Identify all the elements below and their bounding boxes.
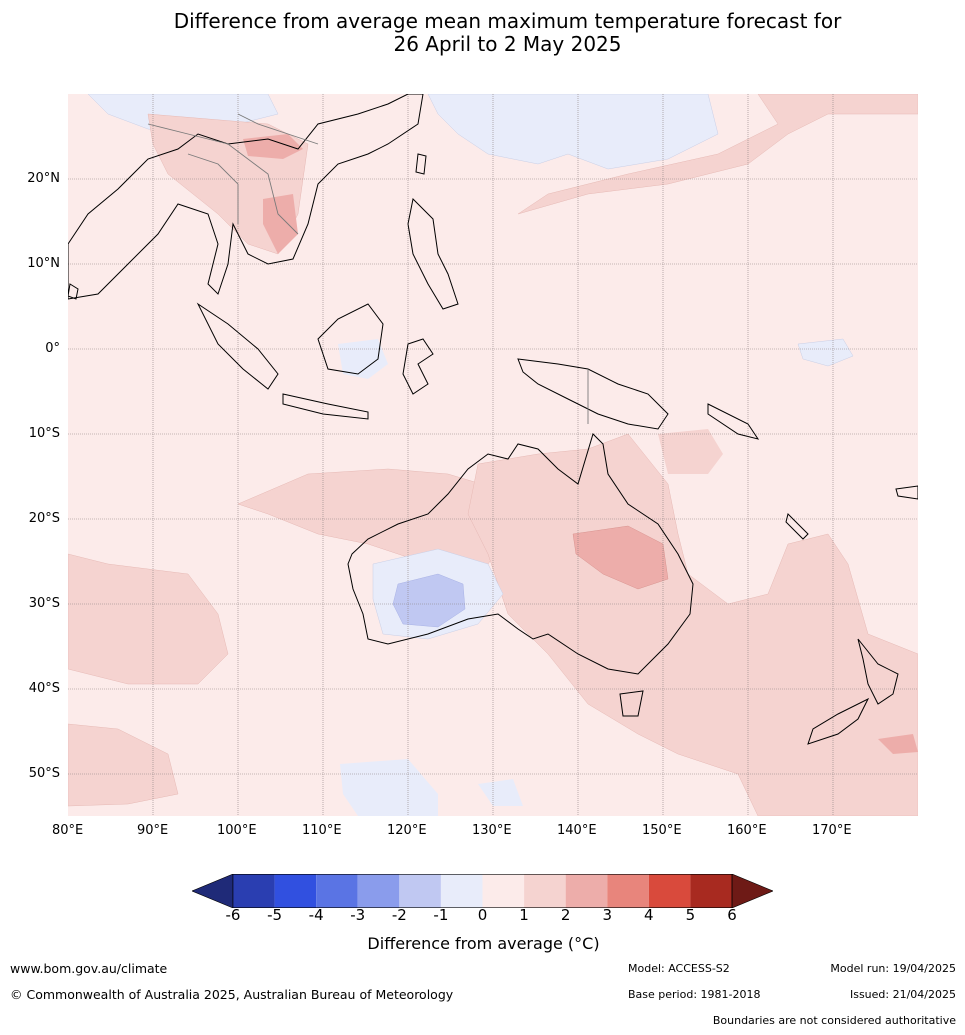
colorbar-bin	[607, 874, 649, 908]
lon-label-110e: 110°E	[302, 823, 342, 838]
lat-label-10n: 10°N	[27, 256, 60, 271]
coastline-fiji	[895, 485, 918, 500]
lat-label-30s: 30°S	[28, 596, 60, 611]
coastline-philippines	[407, 197, 459, 310]
colorbar-bin	[357, 874, 400, 908]
colorbar-bin	[648, 874, 691, 908]
coastline-java	[282, 393, 369, 420]
coastline-sulawesi	[402, 338, 434, 395]
graticule	[68, 94, 918, 816]
coastline-new-zealand-south	[807, 697, 870, 745]
lon-label-150e: 150°E	[642, 823, 682, 838]
coastlines	[68, 94, 918, 745]
map-title: Difference from average mean maximum tem…	[0, 10, 965, 56]
colorbar-tick-label: 3	[602, 906, 613, 924]
colorbar-tick-label: 2	[560, 906, 571, 924]
colorbar-bin	[274, 874, 317, 908]
colorbar-tick-label: -5	[267, 906, 283, 924]
website-link[interactable]: www.bom.gov.au/climate	[10, 961, 168, 976]
lon-label-140e: 140°E	[557, 823, 597, 838]
cool-region-pacific-eq	[797, 338, 854, 367]
coastline-sumatra	[196, 302, 279, 390]
colorbar-tick-label: 1	[519, 906, 529, 924]
colorbar-arrow-high	[731, 874, 773, 908]
lon-label-170e: 170°E	[812, 823, 852, 838]
colorbar-label: Difference from average (°C)	[367, 934, 600, 953]
lon-label-100e: 100°E	[217, 823, 257, 838]
colorbar-border	[232, 874, 733, 908]
colorbar-bin	[440, 874, 483, 908]
cool-region-north-pacific	[427, 94, 719, 170]
colorbar-tick-label: -3	[350, 906, 366, 924]
colorbar-tick-label: 5	[685, 906, 696, 924]
hot-region-thailand	[263, 194, 298, 254]
coastline-borneo	[317, 303, 384, 375]
colorbar-tick-label: -1	[433, 906, 449, 924]
coastline-tasmania	[619, 690, 644, 717]
coastline-australia	[347, 433, 694, 675]
coastline-vanuatu	[785, 513, 809, 540]
coastline-new-zealand-north	[857, 638, 899, 705]
cool-region-southern-ocean	[340, 759, 438, 816]
coastline-mainland-asia	[68, 94, 424, 300]
lat-label-40s: 40°S	[28, 681, 60, 696]
colorbar-bin	[399, 874, 441, 908]
copyright-text: © Commonwealth of Australia 2025, Austra…	[10, 987, 454, 1002]
lon-label-160e: 160°E	[727, 823, 767, 838]
lat-label-10s: 10°S	[28, 426, 60, 441]
lon-label-130e: 130°E	[472, 823, 512, 838]
hot-region-queensland	[572, 525, 669, 590]
issued-text: Issued: 21/04/2025	[849, 988, 956, 1001]
colorbar-bin	[316, 874, 358, 908]
cool-region-wa-core	[392, 573, 466, 628]
lat-label-50s: 50°S	[28, 766, 60, 781]
warm-region-southern	[68, 723, 179, 807]
country-boundaries	[147, 113, 589, 424]
lon-label-80e: 80°E	[52, 823, 84, 838]
warm-region-nw-pacific	[517, 94, 918, 215]
warm-region-australia	[467, 433, 918, 816]
lat-label-0: 0°	[45, 341, 60, 356]
coastline-taiwan	[415, 153, 427, 175]
cool-region-southern-ocean-2	[478, 779, 523, 806]
title-line-1: Difference from average mean maximum tem…	[173, 9, 842, 33]
colorbar-tick-label: 0	[477, 906, 488, 924]
colorbar-tick-label: 4	[644, 906, 654, 924]
colorbar-bin	[524, 874, 566, 908]
warm-region-coral-sea	[658, 429, 723, 474]
warm-region-south-indian	[68, 553, 229, 685]
colorbar-tick-label: 6	[727, 906, 737, 924]
colorbar-bin	[565, 874, 608, 908]
lat-label-20s: 20°S	[28, 511, 60, 526]
colorbar-arrow-low	[192, 874, 234, 908]
coastline-sri-lanka	[68, 283, 79, 300]
colorbar-bin	[233, 874, 275, 908]
colorbar-tick-label: -6	[225, 906, 241, 924]
colorbar-tick-label: -4	[308, 906, 324, 924]
lon-label-120e: 120°E	[387, 823, 427, 838]
lon-label-90e: 90°E	[137, 823, 169, 838]
colorbar-tick-label: -2	[391, 906, 407, 924]
hot-region-tasman	[878, 734, 918, 754]
forecast-map	[68, 94, 918, 816]
coastline-solomon	[707, 403, 760, 440]
disclaimer-text: Boundaries are not considered authoritat…	[712, 1014, 956, 1027]
colorbar-bin	[690, 874, 732, 908]
title-line-2: 26 April to 2 May 2025	[393, 32, 622, 56]
model-run-text: Model run: 19/04/2025	[830, 962, 956, 975]
lat-label-20n: 20°N	[27, 171, 60, 186]
colorbar	[192, 874, 773, 908]
model-text: Model: ACCESS-S2	[628, 962, 730, 975]
base-period-text: Base period: 1981-2018	[628, 988, 761, 1001]
colorbar-bin	[482, 874, 525, 908]
